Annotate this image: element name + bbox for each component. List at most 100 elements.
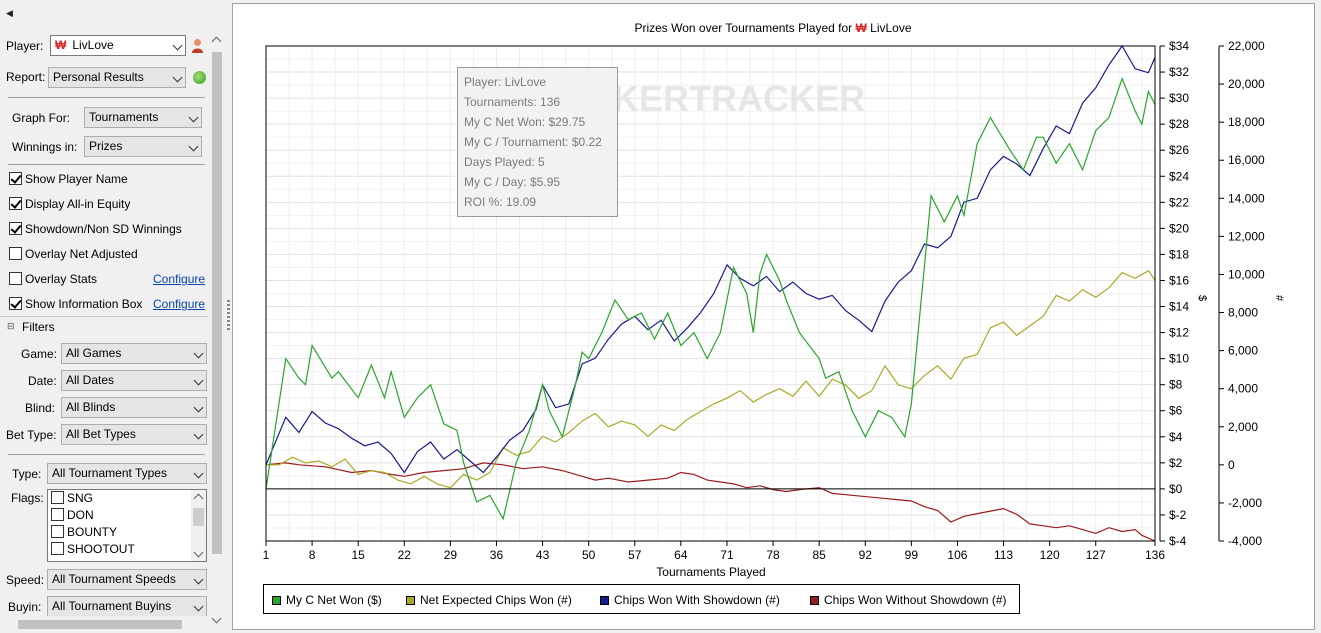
flag-shootout-checkbox[interactable]: SHOOTOUT (48, 541, 206, 558)
info-line: Days Played: 5 (464, 155, 545, 169)
y2-axis-label: # (1273, 295, 1285, 302)
x-tick-label: 8 (309, 548, 316, 562)
y-tick-label: $32 (1169, 65, 1189, 79)
panel-splitter-handle[interactable] (227, 300, 230, 330)
information-box: Player: LivLove Tournaments: 136 My C Ne… (457, 67, 618, 217)
scroll-thumb[interactable] (18, 620, 182, 629)
bet-type-label: Bet Type: (6, 428, 57, 442)
user-icon[interactable] (191, 38, 204, 54)
collapse-filters-icon[interactable]: ⊟ (7, 321, 15, 331)
checkbox-icon (9, 172, 22, 185)
y2-tick-label: 22,000 (1228, 39, 1265, 53)
chevron-down-icon (193, 375, 204, 386)
x-tick-label: 43 (536, 548, 550, 562)
svg-text:Prizes Won over Tournaments Pl: Prizes Won over Tournaments Played for ₩… (634, 21, 911, 35)
overlay-stats-checkbox[interactable]: Overlay Stats (9, 271, 97, 287)
y2-tick-label: 16,000 (1228, 153, 1265, 167)
info-line: My C / Tournament: $0.22 (464, 135, 602, 149)
legend-item-net-won[interactable]: My C Net Won ($) (272, 593, 382, 607)
info-line: Tournaments: 136 (464, 95, 561, 109)
overlay-net-adjusted-checkbox[interactable]: Overlay Net Adjusted (9, 246, 138, 262)
divider (8, 164, 205, 165)
x-tick-label: 113 (994, 548, 1013, 562)
show-player-name-checkbox[interactable]: Show Player Name (9, 171, 128, 187)
y-tick-label: $24 (1169, 169, 1189, 183)
series-line-1 (266, 269, 1156, 489)
x-tick-label: 57 (628, 548, 642, 562)
flags-list[interactable]: SNG DON BOUNTY SHOOTOUT (47, 489, 207, 562)
checkbox-icon (9, 197, 22, 210)
display-all-in-equity-checkbox[interactable]: Display All-in Equity (9, 196, 130, 212)
info-line: My C / Day: $5.95 (464, 175, 561, 189)
legend-item-with-showdown[interactable]: Chips Won With Showdown (#) (600, 593, 780, 607)
player-label: Player: (6, 39, 44, 53)
filters-header: Filters (22, 320, 55, 334)
y2-tick-label: 6,000 (1228, 344, 1258, 358)
y-tick-label: $0 (1169, 482, 1183, 496)
y-tick-label: $6 (1169, 404, 1183, 418)
configure-overlay-link[interactable]: Configure (153, 272, 206, 286)
collapse-sidebar-icon[interactable]: ◀ (6, 8, 13, 18)
scroll-down-icon[interactable] (211, 613, 222, 624)
show-information-box-checkbox[interactable]: Show Information Box (9, 296, 142, 312)
graph-for-label: Graph For: (12, 111, 71, 125)
chart-legend: My C Net Won ($) Net Expected Chips Won … (263, 584, 1020, 614)
scroll-thumb[interactable] (212, 52, 222, 554)
pokerstars-icon: ₩ (855, 21, 870, 35)
flags-scrollbar[interactable] (191, 490, 206, 561)
y-tick-label: $4 (1169, 430, 1183, 444)
legend-item-without-showdown[interactable]: Chips Won Without Showdown (#) (810, 593, 1007, 607)
info-line: My C Net Won: $29.75 (464, 115, 586, 129)
configure-info-box-link[interactable]: Configure (153, 297, 206, 311)
refresh-icon[interactable] (193, 71, 206, 84)
buyin-select[interactable]: All Tournament Buyins (47, 596, 207, 617)
x-tick-label: 127 (1086, 548, 1106, 562)
report-select[interactable]: Personal Results (48, 67, 186, 88)
y-tick-label: $26 (1169, 143, 1189, 157)
speed-select[interactable]: All Tournament Speeds (47, 569, 207, 590)
flag-don-checkbox[interactable]: DON (48, 507, 206, 524)
game-label: Game: (21, 347, 58, 361)
flag-sng-checkbox[interactable]: SNG (48, 490, 206, 507)
chevron-down-icon (193, 429, 204, 440)
player-select[interactable]: ₩ LivLove (50, 35, 186, 56)
scroll-down-icon[interactable] (193, 547, 204, 558)
x-tick-label: 15 (352, 548, 366, 562)
flags-label: Flags: (11, 491, 44, 505)
winnings-in-select[interactable]: Prizes (84, 136, 202, 157)
y2-tick-label: 20,000 (1228, 77, 1265, 91)
y2-tick-label: 12,000 (1228, 229, 1265, 243)
x-tick-label: 50 (582, 548, 596, 562)
legend-item-expected-chips[interactable]: Net Expected Chips Won (#) (406, 593, 572, 607)
flag-bounty-checkbox[interactable]: BOUNTY (48, 524, 206, 541)
scroll-thumb[interactable] (193, 508, 204, 526)
legend-swatch (272, 596, 281, 605)
y2-tick-label: 2,000 (1228, 420, 1258, 434)
y-tick-label: $2 (1169, 456, 1183, 470)
checkbox-icon (9, 222, 22, 235)
y2-tick-label: 14,000 (1228, 191, 1265, 205)
filter-sidebar: ◀ Player: ₩ LivLove Report: Personal Resu… (0, 0, 226, 633)
date-select[interactable]: All Dates (61, 370, 207, 391)
divider (8, 454, 205, 455)
blind-select[interactable]: All Blinds (61, 397, 207, 418)
graph-for-select[interactable]: Tournaments (84, 107, 202, 128)
game-select[interactable]: All Games (61, 343, 207, 364)
sidebar-vertical-scrollbar[interactable] (209, 32, 225, 628)
scroll-up-icon[interactable] (193, 493, 204, 504)
chevron-down-icon (193, 468, 204, 479)
showdown-winnings-checkbox[interactable]: Showdown/Non SD Winnings (9, 221, 182, 237)
y-axis-label: $ (1196, 295, 1208, 301)
bet-type-select[interactable]: All Bet Types (61, 424, 207, 445)
sidebar-horizontal-scrollbar[interactable] (0, 616, 210, 633)
scroll-up-icon[interactable] (211, 36, 222, 47)
checkbox-icon (51, 525, 64, 538)
chevron-down-icon (172, 40, 183, 51)
y-tick-label: $22 (1169, 195, 1189, 209)
tournament-type-select[interactable]: All Tournament Types (47, 463, 207, 484)
series-line-3 (265, 462, 1156, 542)
chevron-down-icon (193, 348, 204, 359)
chevron-down-icon (193, 601, 204, 612)
divider (8, 97, 205, 98)
y2-tick-label: -2,000 (1228, 496, 1262, 510)
